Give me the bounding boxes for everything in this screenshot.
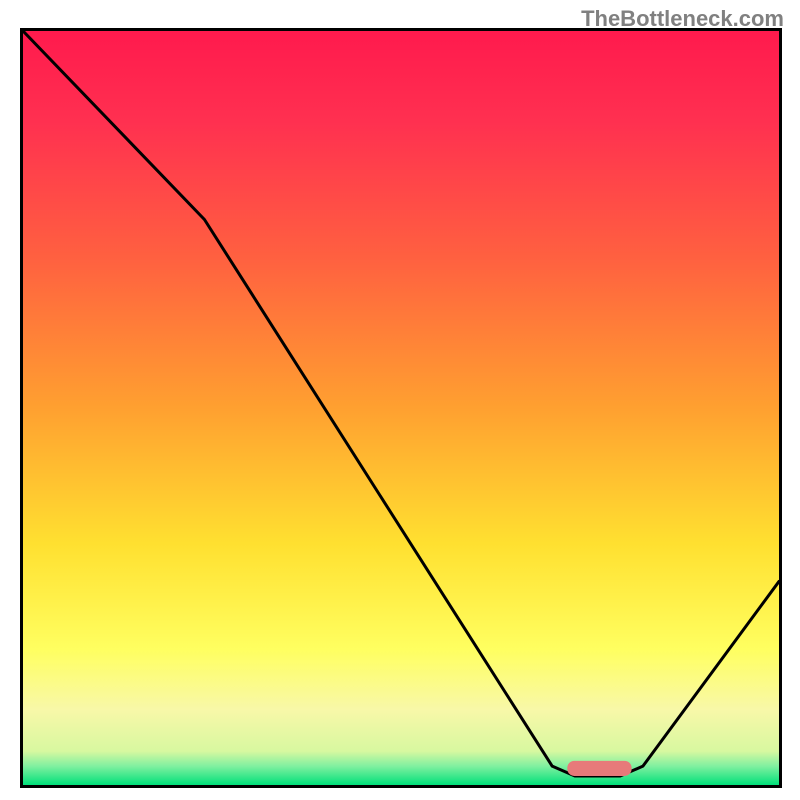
chart-background [23,31,779,785]
optimal-range-marker [567,761,631,776]
bottleneck-chart [23,31,779,785]
